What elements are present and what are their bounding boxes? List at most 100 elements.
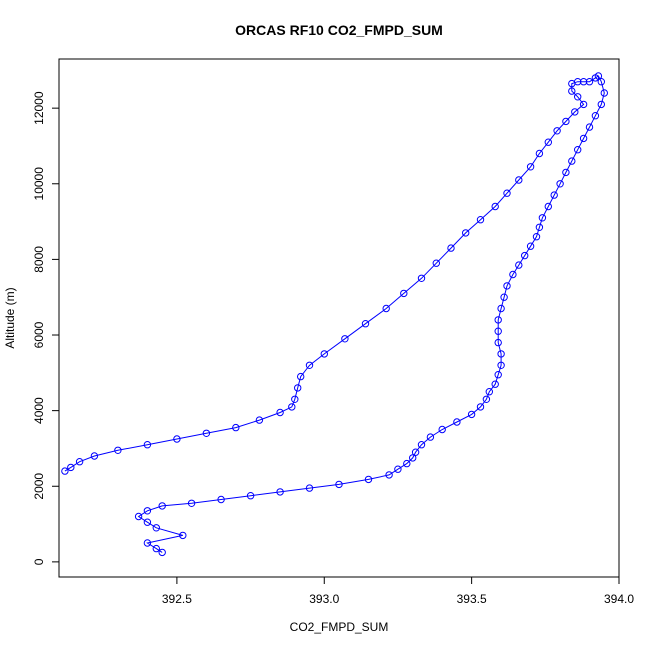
data-point <box>409 454 417 462</box>
data-point <box>574 93 582 101</box>
data-point <box>217 495 225 504</box>
data-point <box>364 475 373 484</box>
data-point <box>571 108 579 116</box>
y-tick-label: 12000 <box>32 91 46 125</box>
data-point <box>297 372 305 381</box>
data-point <box>417 441 426 449</box>
data-point <box>597 78 605 86</box>
data-point <box>173 435 181 443</box>
y-axis: 0 2000 4000 6000 8000 10000 12000 <box>32 91 59 565</box>
data-point <box>411 448 420 456</box>
data-point <box>288 403 296 411</box>
data-point <box>553 127 561 135</box>
data-point <box>90 452 99 460</box>
data-point <box>432 259 440 267</box>
data-point <box>526 163 535 171</box>
data-point <box>462 229 470 237</box>
data-point <box>143 539 152 547</box>
data-point <box>485 388 493 396</box>
data-point <box>526 242 535 250</box>
x-tick-label: 394.0 <box>604 592 634 606</box>
data-point <box>532 233 541 241</box>
data-point <box>187 499 196 507</box>
data-point <box>61 467 69 475</box>
data-point <box>497 361 505 369</box>
data-point <box>535 223 544 232</box>
x-tick-label: 393.0 <box>309 592 339 606</box>
data-point <box>255 416 264 424</box>
data-point <box>294 384 302 392</box>
data-point <box>562 117 570 126</box>
data-point <box>579 78 588 86</box>
data-point <box>600 89 608 97</box>
data-point <box>597 100 605 109</box>
data-point <box>75 458 84 466</box>
x-tick-label: 393.5 <box>457 592 487 606</box>
data-point <box>382 304 390 313</box>
data-point <box>447 244 455 252</box>
data-point <box>544 202 552 211</box>
data-point <box>385 471 393 479</box>
data-point <box>400 289 408 298</box>
data-point <box>394 465 402 473</box>
data-point <box>476 216 485 224</box>
data-point <box>305 361 314 369</box>
data-point <box>179 531 187 540</box>
data-point <box>335 480 343 489</box>
chart-title: ORCAS RF10 CO2_FMPD_SUM <box>235 22 443 38</box>
series-line <box>64 75 605 553</box>
data-point <box>509 270 517 279</box>
data-point <box>158 502 166 510</box>
data-point <box>417 274 426 282</box>
data-point <box>276 488 284 496</box>
y-tick-label: 10000 <box>32 167 46 201</box>
data-point <box>438 425 446 434</box>
data-point <box>491 202 499 211</box>
data-point <box>497 304 505 313</box>
data-point <box>591 112 600 120</box>
x-axis-label: CO2_FMPD_SUM <box>290 620 389 634</box>
data-point <box>361 320 370 328</box>
y-tick-label: 2000 <box>32 473 46 500</box>
data-point <box>579 134 588 143</box>
data-point <box>515 261 523 269</box>
x-tick-label: 392.5 <box>162 592 192 606</box>
data-point <box>426 433 435 441</box>
data-point <box>305 484 314 492</box>
data-point <box>403 459 411 468</box>
y-tick-label: 8000 <box>32 246 46 273</box>
data-point <box>579 100 588 109</box>
data-point <box>494 316 502 324</box>
data-point <box>134 512 143 521</box>
data-point <box>491 380 499 388</box>
data-point <box>497 350 505 358</box>
data-point <box>152 524 161 532</box>
data-point <box>503 282 511 290</box>
data-point <box>202 429 211 437</box>
data-point <box>550 191 558 199</box>
data-point <box>568 157 576 165</box>
data-point <box>276 408 284 417</box>
data-point <box>67 463 75 472</box>
data-point <box>494 371 502 379</box>
data-point <box>500 293 508 301</box>
data-point <box>246 492 255 500</box>
data-point <box>544 138 552 146</box>
data-point <box>585 123 594 131</box>
data-point <box>535 149 544 158</box>
data-point <box>143 518 152 526</box>
data-point <box>482 395 491 403</box>
data-point <box>467 410 476 419</box>
data-point <box>503 189 511 197</box>
data-point <box>320 350 328 358</box>
data-point <box>232 423 240 432</box>
data-point <box>494 327 502 335</box>
data-point <box>341 335 349 343</box>
data-point <box>568 87 576 95</box>
data-point <box>152 544 161 553</box>
data-point <box>291 395 299 403</box>
data-point <box>538 214 547 222</box>
data-point <box>521 251 529 260</box>
data-point <box>591 74 600 82</box>
